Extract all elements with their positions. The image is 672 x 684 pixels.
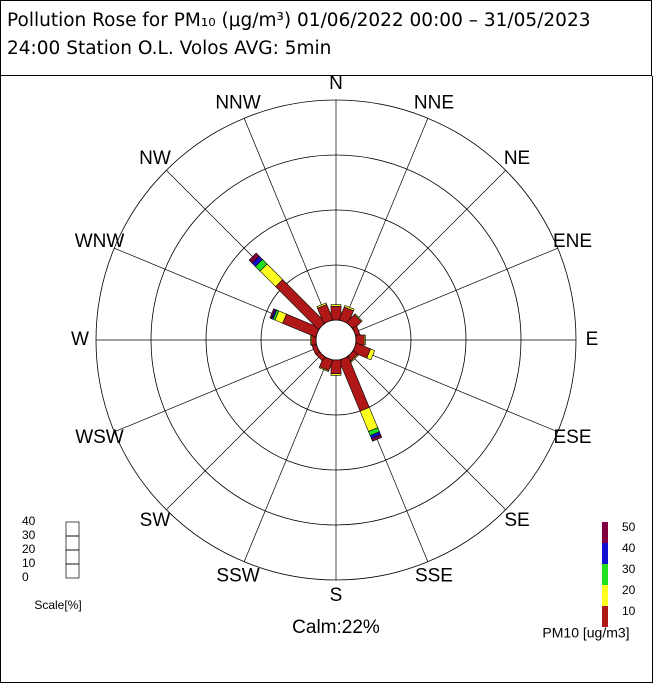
legend-swatch [602, 606, 608, 627]
legend-label: 30 [622, 562, 636, 576]
legend-label: 10 [622, 604, 636, 618]
bar-segment [343, 304, 355, 312]
legend-swatch [602, 585, 608, 606]
legend-swatch [602, 543, 608, 564]
direction-label: W [71, 329, 89, 350]
chart-frame [0, 76, 653, 683]
scale-tick-label: 30 [22, 528, 36, 542]
scale-tick-label: 10 [22, 556, 36, 570]
bar-segment [310, 334, 312, 346]
ring [205, 209, 467, 471]
direction-label: SSW [216, 566, 259, 587]
ring [150, 154, 522, 526]
bar-segment [269, 308, 276, 320]
scale-label: Scale[%] [34, 598, 81, 612]
direction-label: SE [504, 510, 529, 531]
direction-label: NNW [215, 93, 260, 114]
scale-box [65, 563, 80, 579]
bar-segment [366, 348, 376, 361]
bar-segment [353, 313, 363, 323]
direction-label: ENE [553, 231, 592, 252]
direction-label: SW [140, 510, 171, 531]
bar-segment [330, 304, 342, 307]
legend-swatch [602, 522, 608, 543]
legend-swatch [602, 564, 608, 585]
direction-label: NNE [414, 93, 454, 114]
bar-segment [371, 434, 383, 442]
bar-segment [248, 252, 260, 264]
scale-box [65, 549, 80, 565]
scale-box [65, 535, 80, 551]
direction-label: NW [139, 148, 171, 169]
direction-label: NE [504, 148, 530, 169]
direction-label: N [329, 73, 343, 94]
legend-title: PM10 [ug/m3] [542, 625, 629, 641]
direction-label: ESE [553, 427, 591, 448]
bar-segment [338, 356, 370, 412]
bar-segment [359, 406, 379, 432]
bar-segment [316, 302, 328, 309]
direction-label: E [586, 329, 599, 350]
direction-label: SSE [415, 566, 453, 587]
scale-tick-label: 20 [22, 542, 36, 556]
scale-box [65, 521, 80, 537]
calm-label: Calm:22% [292, 617, 380, 638]
ring [260, 264, 412, 416]
chart-title: Pollution Rose for PM₁₀ (μg/m³) 01/06/20… [0, 0, 652, 76]
direction-label: WNW [75, 231, 125, 252]
scale-tick-label: 40 [22, 514, 36, 528]
bar-segment [363, 334, 366, 346]
direction-label: WSW [75, 427, 124, 448]
legend-label: 20 [622, 583, 636, 597]
legend-label: 40 [622, 541, 636, 555]
direction-label: S [330, 585, 343, 606]
legend-label: 50 [622, 520, 636, 534]
ring [95, 99, 577, 581]
bar-segment [330, 373, 342, 376]
bar-segment [318, 366, 330, 372]
bar-segment [350, 354, 359, 363]
scale-tick-label: 0 [22, 570, 29, 584]
